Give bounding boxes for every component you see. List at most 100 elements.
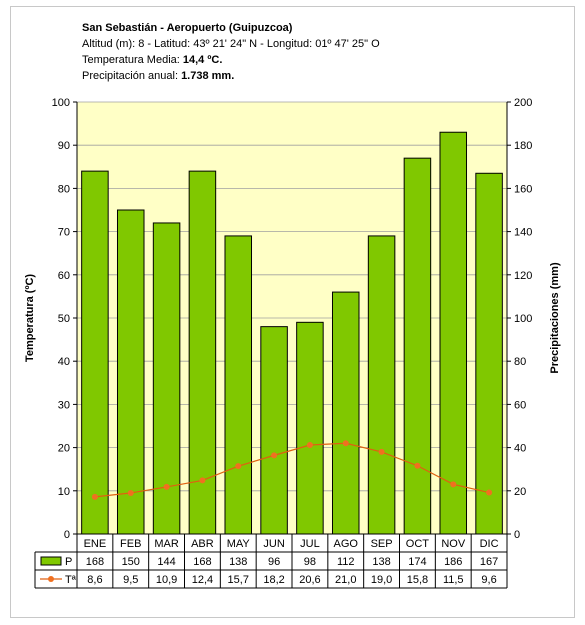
tick-label-right: 160	[514, 183, 532, 195]
temperature-line	[94, 442, 490, 498]
x-tick-label: SEP	[371, 538, 393, 550]
precipitation-value-label: 167	[480, 556, 498, 568]
x-tick-label: OCT	[406, 538, 430, 550]
temperature-value-label: 15,8	[407, 574, 428, 586]
precipitation-bar	[260, 326, 288, 535]
x-tick-label: NOV	[441, 538, 466, 550]
temperature-value-label: 8,6	[87, 574, 102, 586]
precipitation-bar	[188, 170, 217, 535]
precipitation-value-label: 150	[122, 556, 140, 568]
tick-label-right: 140	[514, 227, 532, 239]
x-tick-label: JUL	[300, 538, 320, 550]
y-axis-right-label: Precipitaciones (mm)	[549, 262, 561, 374]
temperature-point	[486, 489, 493, 496]
tick-label-left: 80	[58, 183, 70, 195]
annual-precipitation-label: Precipitación anual:	[82, 70, 182, 82]
mean-temperature-value: 14,4 ºC.	[182, 54, 223, 66]
precipitation-value-label: 144	[157, 556, 175, 568]
precipitation-value-label: 98	[304, 556, 316, 568]
tick-label-left: 100	[52, 97, 70, 109]
temperature-value-label: 18,2	[263, 574, 284, 586]
tick-label-right: 100	[514, 313, 532, 325]
data-table: ENE FEB MAR ABR MAY JUN JUL AGO SEP OCT NOV DIC 168 1…	[34, 534, 508, 589]
precipitation-bar	[81, 170, 109, 535]
tick-label-right: 60	[514, 399, 526, 411]
precipitation-bar	[367, 235, 396, 535]
tick-label-left: 90	[58, 140, 70, 152]
temperature-point	[378, 448, 385, 455]
temperature-value-label: 12,4	[192, 574, 213, 586]
tick-label-right: 200	[514, 97, 532, 109]
gridlines	[77, 101, 507, 492]
temperature-point	[91, 493, 98, 500]
precipitation-bar	[224, 235, 253, 535]
temperature-value-label: 9,5	[123, 574, 138, 586]
temperature-point	[342, 440, 349, 447]
precipitation-value-label: 168	[86, 556, 104, 568]
temperature-point	[199, 477, 206, 484]
chart-frame	[10, 6, 575, 618]
temperature-value-label: 15,7	[228, 574, 249, 586]
precipitation-bar	[331, 291, 360, 535]
mean-temperature-label: Temperatura Media:	[82, 54, 183, 66]
x-tick-label: JUN	[263, 538, 284, 550]
precipitation-bars	[81, 131, 503, 535]
precipitation-bar	[475, 172, 503, 535]
tick-label-left: 60	[58, 270, 70, 282]
temperature-value-label: 19,0	[371, 574, 392, 586]
temperature-line-group	[91, 440, 493, 500]
temperature-value-label: 9,6	[481, 574, 496, 586]
location-line: Altitud (m): 8 - Latitud: 43º 21' 24" N …	[82, 38, 380, 50]
temperature-point	[271, 452, 278, 459]
precipitation-legend-key	[40, 556, 62, 566]
temperature-legend-marker	[48, 576, 54, 582]
mean-temperature-line: Temperatura Media: 14,4 ºC.	[82, 54, 222, 66]
precipitation-bar	[152, 222, 181, 535]
temperature-point	[414, 462, 421, 469]
temperature-point	[450, 481, 457, 488]
precipitation-value-label: 186	[444, 556, 462, 568]
tick-label-right: 80	[514, 356, 526, 368]
temperature-value-label: 21,0	[335, 574, 356, 586]
tick-label-right: 180	[514, 140, 532, 152]
tick-label-right: 20	[514, 486, 526, 498]
annual-precipitation-value: 1.738 mm.	[181, 70, 235, 82]
tick-label-left: 10	[58, 486, 70, 498]
tick-label-right: 120	[514, 270, 532, 282]
chart-title: San Sebastián - Aeropuerto (Guipuzcoa)	[82, 22, 293, 34]
x-tick-label: ABR	[191, 538, 214, 550]
precipitation-bar	[439, 131, 468, 535]
x-tick-label: FEB	[120, 538, 141, 550]
tick-label-left: 40	[58, 356, 70, 368]
x-tick-label: AGO	[334, 538, 359, 550]
temperature-point	[163, 483, 170, 490]
tick-label-left: 20	[58, 443, 70, 455]
tick-label-left: 70	[58, 227, 70, 239]
precipitation-value-label: 138	[229, 556, 247, 568]
precipitation-value-label: 138	[372, 556, 390, 568]
x-tick-label: DIC	[480, 538, 499, 550]
temperature-value-label: 20,6	[299, 574, 320, 586]
annual-precipitation-line: Precipitación anual: 1.738 mm.	[82, 70, 234, 82]
precipitation-value-label: 112	[337, 556, 355, 568]
tick-label-left: 30	[58, 399, 70, 411]
x-tick-label: ENE	[84, 538, 107, 550]
tick-label-right: 40	[514, 443, 526, 455]
x-tick-label: MAY	[227, 538, 251, 550]
temperature-legend-label: Tª	[65, 574, 77, 586]
temperature-value-label: 11,5	[443, 574, 464, 586]
tick-labels: 0 10 20 30 40 50 60 70 80 90 100 0 20 40 60 80 100 120 140…	[52, 97, 533, 541]
tick-label-left: 50	[58, 313, 70, 325]
precipitation-value-label: 96	[268, 556, 280, 568]
temperature-point	[306, 442, 313, 449]
temperature-point	[235, 463, 242, 470]
tick-label-left: 0	[64, 529, 70, 541]
precipitation-bar	[296, 321, 324, 535]
x-tick-label: MAR	[154, 538, 179, 550]
precipitation-legend-label: P	[65, 556, 72, 568]
temperature-value-label: 10,9	[156, 574, 177, 586]
precipitation-bar	[116, 209, 145, 535]
tick-label-right: 0	[514, 529, 520, 541]
temperature-point	[127, 489, 134, 496]
